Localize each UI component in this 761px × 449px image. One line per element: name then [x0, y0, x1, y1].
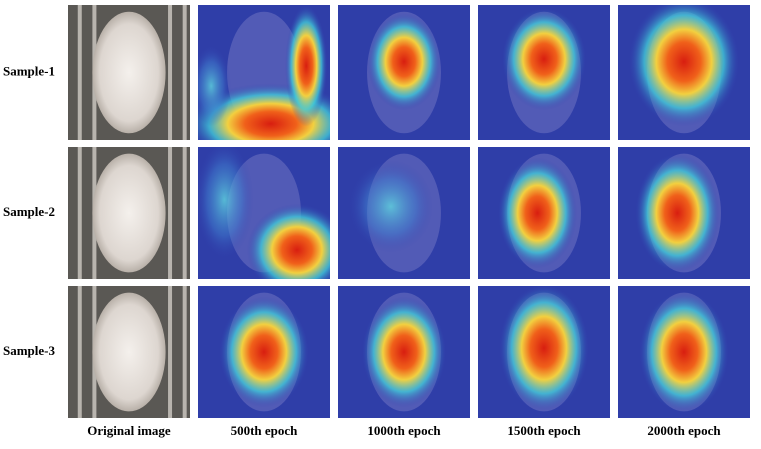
pen-bar: [168, 5, 173, 140]
image-cell: [198, 147, 330, 279]
pig: [92, 11, 166, 134]
heat-blob: [198, 147, 254, 260]
image-cell: [338, 5, 470, 140]
pen-bar: [168, 286, 173, 418]
image-cell: [198, 5, 330, 140]
row-label: Sample-3: [3, 343, 56, 358]
heat-blob: [635, 153, 720, 273]
heat-blob: [499, 286, 589, 412]
pen-bar: [77, 286, 82, 418]
pen-bar: [168, 147, 173, 279]
column-label: Original image: [87, 423, 171, 438]
heat-blob: [501, 7, 587, 111]
heat-blob: [628, 5, 740, 127]
pig: [92, 153, 166, 273]
heat-blob: [198, 45, 231, 127]
image-cell: [338, 286, 470, 418]
pen-bar: [77, 147, 82, 279]
heat-blob: [361, 296, 447, 408]
column-label: 2000th epoch: [647, 423, 721, 438]
image-cell: [68, 286, 190, 418]
heat-blob: [348, 160, 434, 253]
row-label: Sample-1: [3, 63, 55, 78]
pig: [92, 292, 166, 412]
image-cell: [618, 5, 750, 140]
heat-blob: [219, 296, 309, 408]
image-cell: [618, 147, 750, 279]
pen-bar: [77, 5, 82, 140]
image-cell: [68, 147, 190, 279]
pen-bar: [182, 5, 187, 140]
image-cell: [478, 147, 610, 279]
pen-bar: [182, 147, 187, 279]
heat-blob: [246, 203, 330, 279]
heat-blob: [285, 5, 328, 127]
column-label: 1500th epoch: [507, 423, 581, 438]
image-cell: [478, 286, 610, 418]
heat-blob: [367, 13, 441, 111]
column-label: 1000th epoch: [367, 423, 441, 438]
image-cell: [478, 5, 610, 140]
pen-bar: [182, 286, 187, 418]
image-cell: [618, 286, 750, 418]
heat-blob: [497, 157, 577, 269]
row-label: Sample-2: [3, 204, 55, 219]
image-cell: [338, 147, 470, 279]
image-cell: [198, 286, 330, 418]
column-label: 500th epoch: [231, 423, 299, 438]
heat-blob: [639, 291, 729, 413]
image-cell: [68, 5, 190, 140]
